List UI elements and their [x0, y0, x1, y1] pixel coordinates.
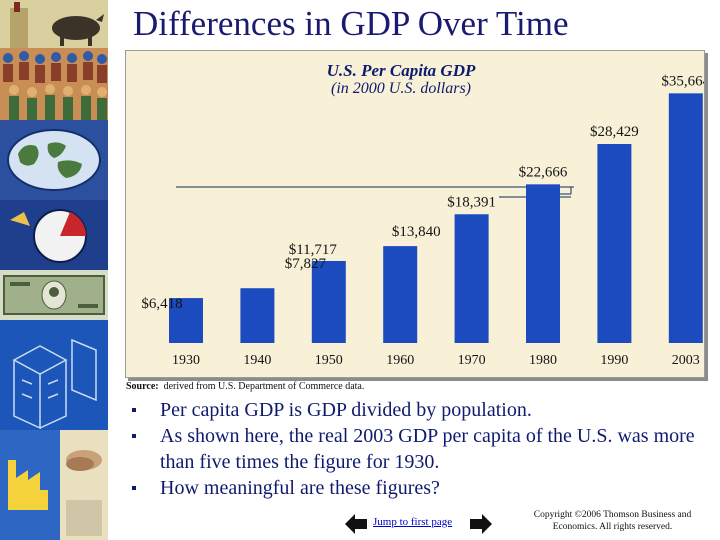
value-label-1930: $6,418: [141, 296, 182, 312]
bullet-marker: [132, 486, 136, 490]
dollar-bill-icon: [0, 270, 108, 320]
bar-1930: [169, 298, 203, 343]
source-label: Source:: [126, 381, 159, 392]
value-label-1940: $7,827: [285, 256, 327, 272]
x-axis-labels: 1930 1940 1950 1960 1970 1980 1990 2003: [172, 353, 700, 368]
bar-1950: [311, 260, 346, 343]
x-tick-label-1940: 1940: [243, 353, 271, 368]
bar-1980: [526, 184, 560, 343]
pie-chart-icon: [0, 200, 108, 270]
copyright-notice: Copyright ©2006 Thomson Business and Eco…: [533, 510, 692, 532]
building-icon: [0, 320, 108, 430]
bullet-marker: [132, 408, 136, 412]
bar-1970: [454, 214, 489, 343]
bullet-item: As shown here, the real 2003 GDP per cap…: [130, 423, 700, 475]
x-tick-label-1950: 1950: [315, 353, 343, 368]
bullet-text: Per capita GDP is GDP divided by populat…: [160, 399, 532, 421]
value-label-1950: $11,717: [289, 242, 338, 258]
bullet-text: As shown here, the real 2003 GDP per cap…: [160, 425, 695, 473]
chart-subtitle: (in 2000 U.S. dollars): [331, 80, 471, 97]
x-tick-label-1990: 1990: [600, 353, 628, 368]
currency-image: [0, 270, 108, 320]
previous-arrow-icon[interactable]: [345, 514, 367, 534]
slide-navigation: Jump to first page: [345, 512, 492, 536]
crowd-icon: [0, 48, 108, 120]
factory-handshake-image: [0, 430, 108, 540]
crowd-image: [0, 48, 108, 120]
value-label-2003: $35,664: [661, 73, 704, 89]
world-map-image: [0, 120, 108, 200]
value-label-1990: $28,429: [590, 124, 639, 140]
decorative-image-strip: [0, 0, 108, 540]
pie-chart-image: [0, 200, 108, 270]
bar-2003: [668, 93, 703, 343]
building-blueprint-image: [0, 320, 108, 430]
globe-icon: [0, 120, 108, 200]
chart-title: U.S. Per Capita GDP: [326, 61, 476, 80]
wall-street-image: [0, 0, 108, 48]
factory-icon: [0, 430, 108, 540]
next-arrow-icon[interactable]: [470, 514, 492, 534]
x-tick-label-1960: 1960: [386, 353, 414, 368]
bull-statue-icon: [0, 0, 108, 48]
bar-1960: [383, 246, 418, 343]
bullet-item: Per capita GDP is GDP divided by populat…: [130, 397, 700, 423]
x-tick-label-1970: 1970: [458, 353, 486, 368]
x-tick-label-2003: 2003: [672, 353, 700, 368]
value-label-1970: $18,391: [447, 194, 496, 210]
value-label-1960: $13,840: [392, 224, 441, 240]
chart-panel: U.S. Per Capita GDP (in 2000 U.S. dollar…: [125, 50, 705, 378]
bars: [169, 93, 703, 343]
source-text: derived from U.S. Department of Commerce…: [163, 381, 365, 392]
bullet-list: Per capita GDP is GDP divided by populat…: [130, 397, 700, 501]
bullet-marker: [132, 434, 136, 438]
bullet-item: How meaningful are these figures?: [130, 475, 700, 501]
x-tick-label-1930: 1930: [172, 353, 200, 368]
x-tick-label-1980: 1980: [529, 353, 557, 368]
value-label-1980: $22,666: [519, 164, 568, 180]
slide-title: Differences in GDP Over Time: [133, 4, 569, 43]
bullet-text: How meaningful are these figures?: [160, 477, 440, 499]
bar-1990: [597, 143, 632, 343]
bar-1940: [240, 288, 275, 343]
bar-chart: $6,418 $7,827$11,717 $13,840 $18,391 $22,666…: [141, 73, 704, 368]
value-labels: $6,418 $7,827$11,717 $13,840 $18,391 $22,666…: [141, 73, 704, 312]
source-note: Source: derived from U.S. Department of …: [126, 381, 364, 392]
jump-to-first-page-link[interactable]: Jump to first page: [373, 516, 453, 528]
